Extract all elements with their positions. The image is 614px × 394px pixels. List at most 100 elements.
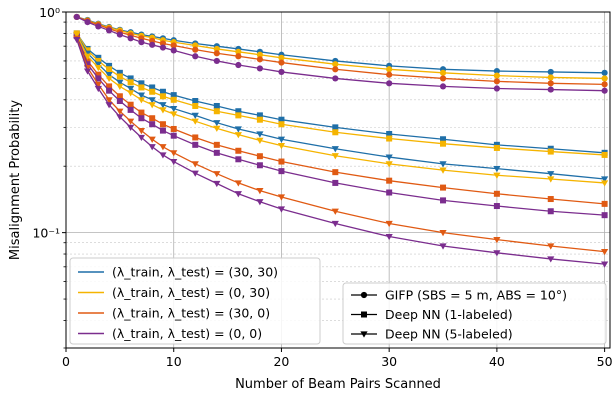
data-point (127, 79, 134, 86)
data-point (116, 114, 124, 121)
data-point (601, 212, 608, 219)
data-point (116, 69, 123, 76)
data-point (256, 51, 264, 58)
data-point (170, 132, 177, 139)
legend-box (342, 282, 607, 345)
legend-entry-label: Deep NN (1-labeled) (385, 307, 513, 322)
data-point (331, 208, 339, 215)
data-point (439, 230, 447, 237)
data-point (547, 171, 555, 178)
data-point (94, 64, 102, 72)
data-point (159, 107, 167, 114)
data-point (84, 47, 91, 54)
data-point (235, 53, 242, 60)
data-point (256, 199, 264, 206)
data-point (192, 102, 199, 109)
y-axis-label: Misalignment Probability (8, 100, 23, 260)
data-point (547, 68, 554, 76)
data-point (105, 75, 113, 83)
data-point (493, 141, 500, 148)
x-tick-label: 40 (489, 354, 505, 369)
data-point (159, 44, 167, 51)
data-point (547, 256, 555, 263)
data-point (386, 66, 393, 73)
data-point (105, 72, 113, 79)
data-point (106, 83, 113, 90)
data-point (159, 121, 166, 128)
data-point (547, 80, 554, 87)
data-point (137, 134, 146, 142)
data-point (213, 180, 221, 188)
data-point (386, 135, 393, 142)
data-point (332, 61, 339, 68)
data-point (256, 116, 263, 123)
data-point (601, 176, 609, 183)
data-point (213, 50, 220, 57)
data-point (439, 243, 447, 250)
data-point (95, 23, 102, 30)
data-point (148, 136, 156, 143)
legend-entry-label: (λ_train, λ_test) = (0, 30) (112, 285, 270, 300)
data-point (493, 203, 500, 210)
data-point (213, 108, 220, 115)
data-point (278, 158, 285, 165)
y-tick-label: 10⁻¹ (32, 226, 60, 241)
data-point (440, 140, 447, 147)
data-point (94, 81, 102, 88)
data-point (213, 141, 220, 148)
data-point (601, 69, 608, 76)
data-point (277, 143, 286, 150)
data-point (439, 69, 447, 76)
data-point (235, 156, 242, 163)
data-point (149, 115, 156, 122)
data-point (170, 92, 177, 99)
data-point (192, 134, 199, 141)
series-gifp-0-0 (73, 13, 608, 94)
data-point (138, 80, 145, 87)
data-point (116, 79, 124, 86)
data-point (73, 13, 80, 21)
data-point (386, 177, 393, 184)
data-point (547, 74, 554, 81)
data-point (137, 128, 146, 135)
legend-entry-label: GIFP (SBS = 5 m, ABS = 10°) (385, 288, 567, 303)
legend-entry-label: (λ_train, λ_test) = (0, 0) (112, 326, 262, 341)
data-point (149, 41, 156, 48)
data-point (116, 31, 123, 38)
data-point (277, 194, 286, 201)
data-point (234, 126, 242, 133)
data-point (116, 83, 124, 91)
data-point (332, 75, 339, 82)
legend-box (69, 257, 321, 345)
data-point (547, 176, 555, 183)
data-point (547, 86, 554, 93)
data-point (601, 87, 608, 94)
x-tick-label: 30 (381, 354, 397, 369)
data-point (601, 151, 608, 158)
data-point (138, 39, 145, 46)
data-point (94, 85, 102, 93)
data-point (127, 118, 135, 125)
data-point (83, 53, 92, 60)
plot-frame (65, 11, 611, 349)
legend-entry-label: Deep NN (5-labeled) (385, 327, 513, 342)
data-point (439, 167, 447, 174)
data-point (138, 84, 145, 91)
legend-marker (360, 291, 368, 299)
data-point (95, 75, 102, 82)
data-point (170, 42, 177, 49)
data-point (106, 62, 113, 69)
data-point (213, 171, 221, 178)
data-point (493, 67, 500, 75)
data-point (256, 112, 263, 119)
data-point (493, 166, 501, 173)
data-point (386, 71, 393, 78)
data-point (213, 57, 220, 65)
axes: 0 10 20 30 40 50 10⁻¹ 10⁰ Number of Beam Pairs S… (8, 5, 613, 392)
data-point (332, 124, 339, 131)
data-point (601, 81, 608, 88)
series-deep-nn-5-labeled-0-0 (73, 36, 609, 268)
data-point (601, 249, 609, 256)
data-point (278, 116, 285, 123)
data-point (105, 97, 113, 104)
